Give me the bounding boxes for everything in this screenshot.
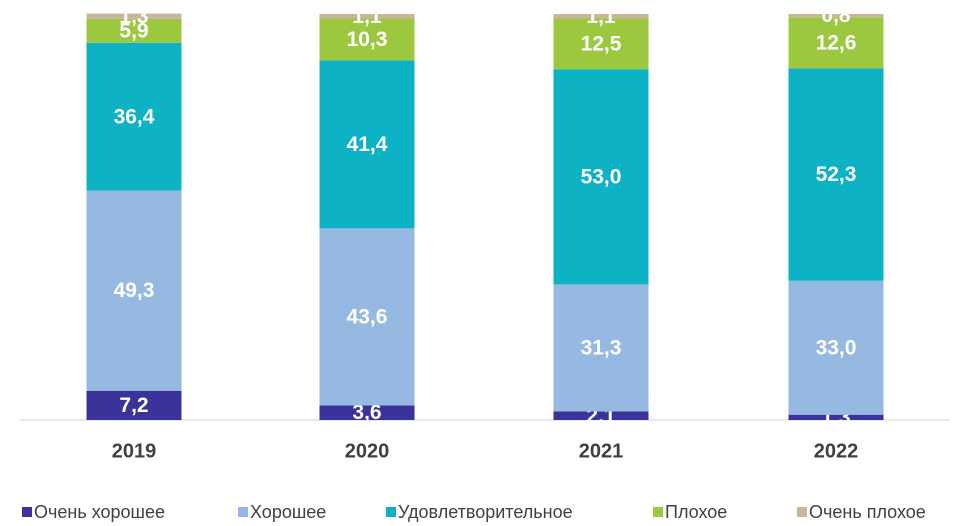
value-label: 10,3 xyxy=(347,28,388,51)
value-label: 0,8 xyxy=(821,4,851,27)
value-label: 33,0 xyxy=(816,336,857,359)
value-label: 12,5 xyxy=(581,32,622,55)
bar-segment xyxy=(86,13,182,19)
bar-segment xyxy=(319,18,415,61)
bar-segment xyxy=(553,18,649,70)
bar-segment xyxy=(553,69,649,285)
value-label: 41,4 xyxy=(347,133,388,156)
bar-segment xyxy=(86,18,182,43)
bar-segment xyxy=(86,390,182,420)
legend-label: Плохое xyxy=(665,502,727,522)
value-label: 1,1 xyxy=(586,5,616,28)
legend-swatch xyxy=(797,507,807,517)
value-label: 49,3 xyxy=(114,279,155,302)
legend-swatch xyxy=(653,507,663,517)
x-tick-label: 2019 xyxy=(112,440,157,462)
value-label: 12,6 xyxy=(816,31,857,54)
bar-segment xyxy=(788,68,884,281)
bar-segment xyxy=(788,280,884,415)
bar-segment xyxy=(553,411,649,420)
value-label: 1,3 xyxy=(119,5,148,28)
bar-segment xyxy=(553,14,649,19)
value-label: 43,6 xyxy=(347,305,388,328)
legend-label: Удовлетворительное xyxy=(398,502,573,522)
x-tick-label: 2022 xyxy=(814,440,859,462)
bar-segment xyxy=(319,60,415,229)
value-label: 7,2 xyxy=(119,394,148,417)
x-tick-label: 2021 xyxy=(579,440,624,462)
value-label: 53,0 xyxy=(581,165,622,188)
bar-segment xyxy=(319,405,415,420)
x-tick-label: 2020 xyxy=(345,440,390,462)
bar-segment xyxy=(788,17,884,69)
value-label: 5,9 xyxy=(119,19,148,42)
bar-segment xyxy=(788,414,884,420)
value-label: 3,6 xyxy=(352,401,381,424)
legend-swatch xyxy=(238,507,248,517)
bar-segment xyxy=(86,190,182,391)
legend-swatch xyxy=(22,507,32,517)
legend-label: Очень плохое xyxy=(809,502,926,522)
bar-segment xyxy=(553,284,649,412)
legend-label: Хорошее xyxy=(250,502,326,522)
bar-segment xyxy=(319,228,415,406)
value-label: 31,3 xyxy=(581,336,622,359)
bar-segment xyxy=(86,42,182,191)
bar-segment xyxy=(319,14,415,19)
value-label: 36,4 xyxy=(114,105,155,128)
bar-segment xyxy=(788,14,884,18)
value-label: 1,1 xyxy=(352,5,382,28)
legend-label: Очень хорошее xyxy=(34,502,165,522)
legend-swatch xyxy=(386,507,396,517)
value-label: 52,3 xyxy=(816,163,857,186)
